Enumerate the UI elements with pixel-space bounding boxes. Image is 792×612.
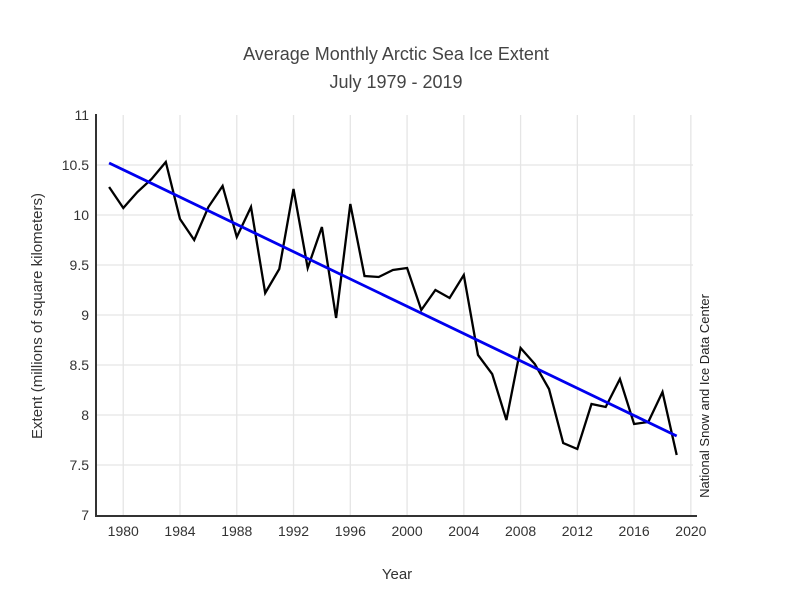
x-axis-title: Year xyxy=(382,566,412,583)
chart-subtitle: July 1979 - 2019 xyxy=(329,72,462,92)
y-tick-label: 9.5 xyxy=(70,257,90,273)
trend-line xyxy=(108,161,678,438)
tick-labels: 1980 1984 1988 1992 1996 2000 2004 2008 2012 2016… xyxy=(62,107,707,539)
x-tick-label: 2020 xyxy=(675,523,706,539)
y-tick-label: 11 xyxy=(74,107,89,123)
x-tick-label: 2012 xyxy=(562,523,593,539)
y-tick-label: 10 xyxy=(73,207,89,223)
axes xyxy=(95,114,697,517)
x-tick-label: 1984 xyxy=(164,523,195,539)
y-tick-label: 8.5 xyxy=(70,357,90,373)
y-tick-label: 9 xyxy=(81,307,89,323)
extent-data-line xyxy=(108,159,678,456)
credit-label: National Snow and Ice Data Center xyxy=(697,293,712,497)
x-tick-label: 1996 xyxy=(335,523,366,539)
chart-title: Average Monthly Arctic Sea Ice Extent xyxy=(243,44,549,64)
x-tick-label: 1980 xyxy=(108,523,139,539)
y-tick-label: 7 xyxy=(81,507,89,523)
data-series xyxy=(108,159,678,456)
y-axis-title: Extent (millions of square kilometers) xyxy=(29,193,46,439)
x-tick-label: 2000 xyxy=(391,523,422,539)
x-tick-label: 2008 xyxy=(505,523,536,539)
y-tick-label: 7.5 xyxy=(70,457,90,473)
x-tick-label: 2016 xyxy=(619,523,650,539)
x-tick-label: 1988 xyxy=(221,523,252,539)
x-tick-label: 2004 xyxy=(448,523,479,539)
gridlines xyxy=(97,115,693,515)
y-tick-label: 10.5 xyxy=(62,157,89,173)
x-tick-label: 1992 xyxy=(278,523,309,539)
y-tick-label: 8 xyxy=(81,407,89,423)
